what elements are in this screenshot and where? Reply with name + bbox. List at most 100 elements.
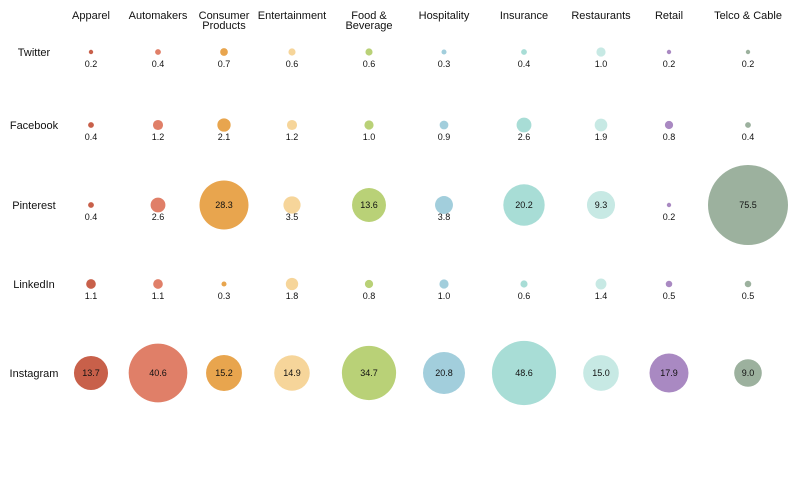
row-label-instagram: Instagram [10, 368, 59, 380]
value-label-instagram-insurance: 48.6 [515, 368, 533, 378]
bubble-instagram-automakers [128, 343, 188, 403]
column-label-automakers: Automakers [129, 10, 188, 22]
bubble-twitter-apparel [88, 49, 94, 55]
bubble-linkedin-telco-cable [744, 280, 752, 288]
column-label-apparel: Apparel [72, 10, 110, 22]
value-label-linkedin-insurance: 0.6 [518, 291, 531, 301]
value-label-instagram-entertainment: 14.9 [283, 368, 301, 378]
value-label-linkedin-food-beverage: 0.8 [363, 291, 376, 301]
value-label-twitter-apparel: 0.2 [85, 59, 98, 69]
bubble-twitter-food-beverage [365, 48, 373, 56]
bubble-facebook-apparel [88, 122, 94, 128]
bubble-instagram-restaurants [583, 355, 619, 391]
value-label-instagram-retail: 17.9 [660, 368, 678, 378]
value-label-pinterest-entertainment: 3.5 [286, 212, 299, 222]
value-label-linkedin-telco-cable: 0.5 [742, 291, 755, 301]
value-label-linkedin-entertainment: 1.8 [286, 291, 299, 301]
column-label-consumer-products: Consumer Products [199, 10, 250, 32]
bubble-twitter-insurance [521, 49, 527, 55]
column-label-line: Consumer [199, 10, 250, 22]
value-label-facebook-telco-cable: 0.4 [742, 132, 755, 142]
bubble-linkedin-consumer-products [221, 281, 227, 287]
bubble-facebook-insurance [516, 117, 532, 133]
value-label-linkedin-hospitality: 1.0 [438, 291, 451, 301]
column-label-retail: Retail [655, 10, 683, 22]
column-label-restaurants: Restaurants [571, 10, 631, 22]
value-label-instagram-restaurants: 15.0 [592, 368, 610, 378]
column-label-line: Food & [351, 10, 387, 22]
bubble-instagram-hospitality [423, 352, 465, 394]
column-label-line: Retail [655, 10, 683, 22]
bubble-pinterest-automakers [150, 197, 166, 213]
column-label-insurance: Insurance [500, 10, 548, 22]
value-labels: 0.2 0.4 0.7 0.6 0.6 0.3 0.4 1.0 0.2 0.2 0.4 1.2 2.1 1… [82, 59, 757, 378]
value-label-pinterest-retail: 0.2 [663, 212, 676, 222]
value-label-twitter-hospitality: 0.3 [438, 59, 451, 69]
value-label-facebook-consumer-products: 2.1 [218, 132, 231, 142]
bubble-facebook-retail [664, 120, 674, 130]
value-label-pinterest-telco-cable: 75.5 [739, 200, 757, 210]
value-label-twitter-telco-cable: 0.2 [742, 59, 755, 69]
row-label-pinterest: Pinterest [12, 200, 55, 212]
bubble-twitter-telco-cable [745, 49, 751, 55]
bubble-instagram-apparel [73, 355, 109, 391]
value-label-pinterest-insurance: 20.2 [515, 200, 533, 210]
column-label-line: Telco & Cable [714, 10, 782, 22]
bubble-linkedin-automakers [153, 279, 163, 289]
bubble-pinterest-restaurants [586, 190, 616, 220]
value-label-facebook-restaurants: 1.9 [595, 132, 608, 142]
bubble-twitter-consumer-products [220, 48, 228, 56]
value-label-facebook-retail: 0.8 [663, 132, 676, 142]
value-label-linkedin-apparel: 1.1 [85, 291, 98, 301]
column-labels: Apparel Automakers Consumer Products Enterta… [72, 10, 782, 32]
value-label-pinterest-apparel: 0.4 [85, 212, 98, 222]
bubble-facebook-automakers [152, 119, 164, 131]
value-label-facebook-entertainment: 1.2 [286, 132, 299, 142]
value-label-facebook-automakers: 1.2 [152, 132, 165, 142]
bubble-linkedin-entertainment [285, 277, 299, 291]
value-label-pinterest-automakers: 2.6 [152, 212, 165, 222]
value-label-pinterest-consumer-products: 28.3 [215, 200, 233, 210]
bubble-linkedin-restaurants [595, 278, 607, 290]
value-label-twitter-entertainment: 0.6 [286, 59, 299, 69]
value-label-facebook-apparel: 0.4 [85, 132, 98, 142]
bubble-pinterest-food-beverage [352, 188, 386, 222]
value-label-instagram-apparel: 13.7 [82, 368, 100, 378]
bubble-linkedin-food-beverage [364, 279, 374, 289]
value-label-instagram-consumer-products: 15.2 [215, 368, 233, 378]
value-label-facebook-insurance: 2.6 [518, 132, 531, 142]
bubble-pinterest-retail [666, 202, 672, 208]
bubble-facebook-consumer-products [217, 118, 231, 132]
bubbles [73, 47, 788, 406]
bubble-facebook-restaurants [594, 118, 608, 132]
bubble-facebook-entertainment [286, 119, 298, 131]
column-label-entertainment: Entertainment [258, 10, 326, 22]
bubble-linkedin-insurance [520, 280, 528, 288]
bubble-instagram-food-beverage [341, 345, 397, 401]
bubble-instagram-entertainment [274, 355, 310, 391]
value-label-twitter-automakers: 0.4 [152, 59, 165, 69]
value-label-twitter-food-beverage: 0.6 [363, 59, 376, 69]
bubble-pinterest-telco-cable [708, 165, 788, 245]
bubble-pinterest-entertainment [283, 196, 301, 214]
row-labels: Twitter Facebook Pinterest LinkedIn Instagra… [10, 47, 59, 380]
bubble-instagram-telco-cable [734, 359, 762, 387]
bubble-linkedin-hospitality [439, 279, 449, 289]
value-label-linkedin-consumer-products: 0.3 [218, 291, 231, 301]
value-label-linkedin-automakers: 1.1 [152, 291, 165, 301]
bubble-pinterest-apparel [88, 202, 94, 208]
row-label-twitter: Twitter [18, 47, 51, 59]
bubble-linkedin-retail [665, 280, 673, 288]
row-label-facebook: Facebook [10, 120, 59, 132]
bubble-linkedin-apparel [86, 279, 96, 289]
column-label-line: Hospitality [419, 10, 470, 22]
column-label-food-beverage: Food & Beverage [345, 10, 392, 32]
bubble-twitter-entertainment [288, 48, 296, 56]
bubble-instagram-insurance [491, 340, 557, 406]
value-label-instagram-telco-cable: 9.0 [742, 368, 755, 378]
column-label-line: Products [202, 20, 246, 32]
row-label-linkedin: LinkedIn [13, 279, 55, 291]
bubble-facebook-food-beverage [364, 120, 374, 130]
column-label-line: Insurance [500, 10, 548, 22]
